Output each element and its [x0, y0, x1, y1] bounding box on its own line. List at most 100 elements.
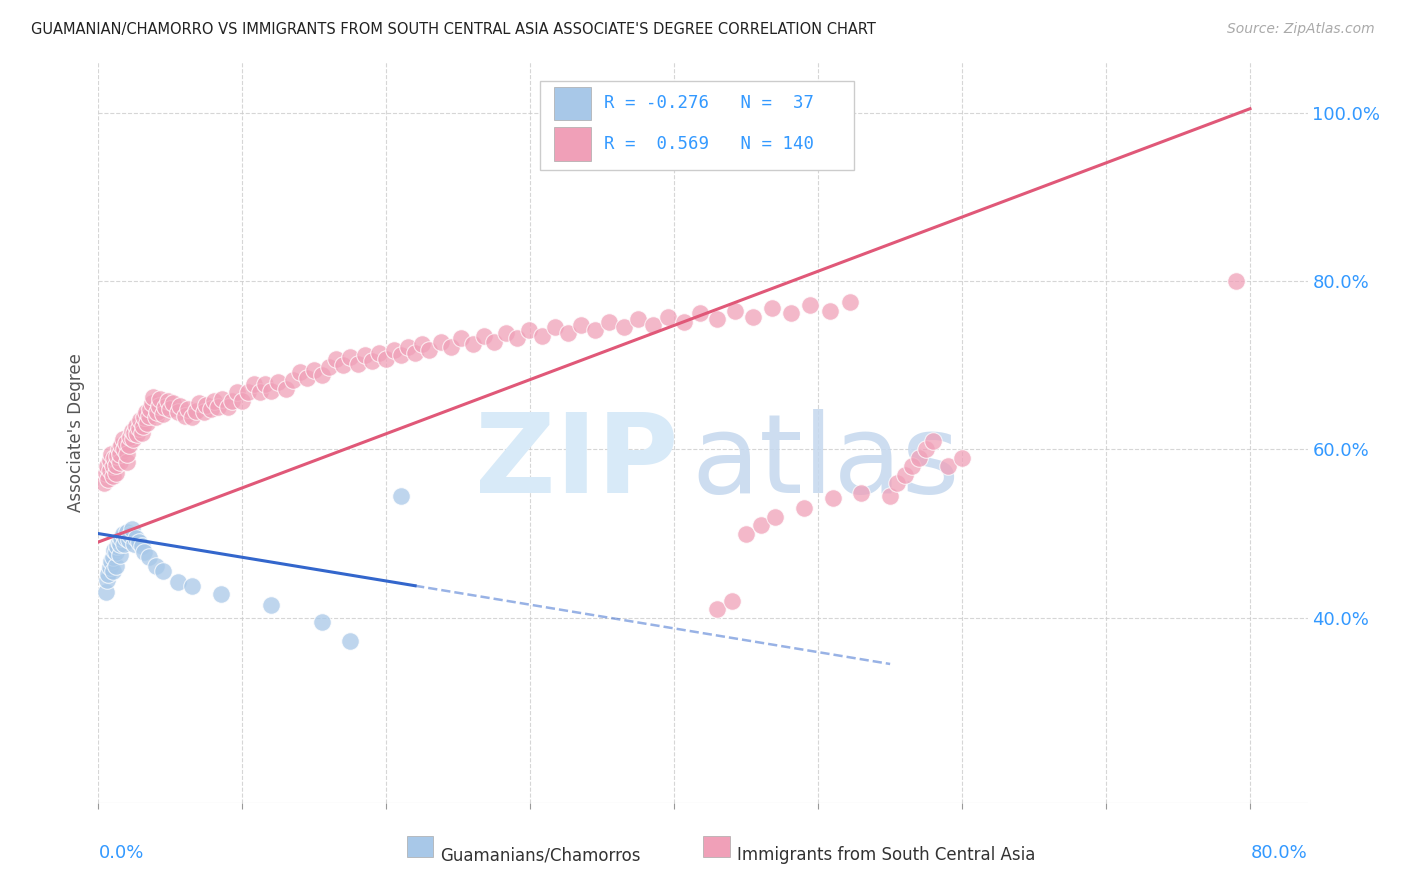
- Point: [838, 295, 860, 310]
- Point: [105, 539, 128, 553]
- Point: [557, 326, 579, 341]
- Point: [763, 509, 786, 524]
- Point: [225, 385, 247, 400]
- Point: [114, 531, 136, 545]
- Point: [368, 345, 391, 359]
- Point: [142, 390, 165, 404]
- Point: [217, 401, 239, 415]
- Point: [311, 368, 333, 383]
- Point: [146, 404, 169, 418]
- Point: [613, 320, 636, 334]
- Point: [900, 459, 922, 474]
- Point: [440, 340, 463, 354]
- Point: [382, 343, 405, 358]
- Point: [118, 533, 141, 548]
- Point: [461, 337, 484, 351]
- Point: [131, 539, 153, 553]
- Point: [181, 579, 204, 593]
- Text: GUAMANIAN/CHAMORRO VS IMMIGRANTS FROM SOUTH CENTRAL ASIA ASSOCIATE'S DEGREE CORR: GUAMANIAN/CHAMORRO VS IMMIGRANTS FROM SO…: [31, 22, 876, 37]
- Point: [152, 565, 174, 579]
- Point: [517, 323, 540, 337]
- Text: ZIP: ZIP: [475, 409, 679, 516]
- Point: [893, 467, 915, 482]
- Point: [100, 447, 122, 461]
- FancyBboxPatch shape: [540, 81, 855, 169]
- Point: [148, 399, 170, 413]
- Point: [166, 575, 188, 590]
- Point: [506, 331, 529, 345]
- Point: [105, 449, 128, 463]
- Point: [96, 573, 118, 587]
- Point: [209, 587, 232, 601]
- Point: [799, 298, 821, 312]
- Point: [1225, 274, 1247, 288]
- Point: [94, 466, 117, 480]
- Text: atlas: atlas: [690, 409, 959, 516]
- Point: [124, 425, 146, 440]
- Point: [149, 392, 172, 406]
- Point: [236, 385, 259, 400]
- Point: [101, 550, 124, 565]
- Point: [657, 310, 679, 324]
- Point: [120, 528, 142, 542]
- Point: [260, 598, 283, 612]
- Point: [135, 404, 157, 418]
- Point: [724, 303, 747, 318]
- Text: Immigrants from South Central Asia: Immigrants from South Central Asia: [737, 847, 1035, 864]
- Point: [288, 365, 311, 379]
- Point: [221, 393, 243, 408]
- Point: [152, 407, 174, 421]
- Point: [779, 306, 801, 320]
- Point: [254, 376, 277, 391]
- Point: [311, 615, 333, 629]
- FancyBboxPatch shape: [554, 87, 591, 120]
- Point: [136, 416, 159, 430]
- Point: [879, 489, 901, 503]
- Point: [922, 434, 945, 448]
- Point: [304, 362, 326, 376]
- Point: [141, 396, 163, 410]
- Point: [104, 466, 127, 480]
- Point: [207, 401, 229, 415]
- Point: [169, 399, 191, 413]
- Point: [950, 450, 973, 465]
- Point: [139, 402, 162, 417]
- Point: [211, 392, 233, 406]
- Point: [389, 489, 412, 503]
- Point: [132, 418, 155, 433]
- Point: [138, 550, 160, 565]
- Point: [821, 491, 844, 506]
- Point: [120, 430, 142, 444]
- Point: [121, 424, 143, 438]
- Point: [159, 402, 181, 417]
- Point: [112, 442, 135, 457]
- Point: [107, 442, 129, 457]
- Text: Source: ZipAtlas.com: Source: ZipAtlas.com: [1227, 22, 1375, 37]
- Point: [281, 374, 304, 388]
- Point: [101, 459, 124, 474]
- Point: [484, 334, 506, 349]
- Point: [231, 393, 253, 408]
- Text: R = -0.276   N =  37: R = -0.276 N = 37: [603, 95, 814, 112]
- Point: [689, 306, 711, 320]
- Point: [93, 476, 115, 491]
- Point: [181, 410, 204, 425]
- Point: [396, 340, 419, 354]
- Point: [111, 433, 134, 447]
- Point: [134, 410, 156, 425]
- Point: [641, 318, 664, 332]
- Point: [125, 418, 148, 433]
- Point: [176, 402, 198, 417]
- Point: [200, 402, 222, 417]
- Point: [97, 472, 120, 486]
- Point: [104, 458, 127, 472]
- Point: [115, 524, 138, 539]
- Point: [108, 455, 131, 469]
- Point: [243, 376, 266, 391]
- Point: [886, 476, 908, 491]
- Point: [111, 526, 134, 541]
- Point: [103, 450, 125, 465]
- Point: [202, 393, 225, 408]
- Point: [761, 301, 783, 315]
- Point: [673, 314, 696, 328]
